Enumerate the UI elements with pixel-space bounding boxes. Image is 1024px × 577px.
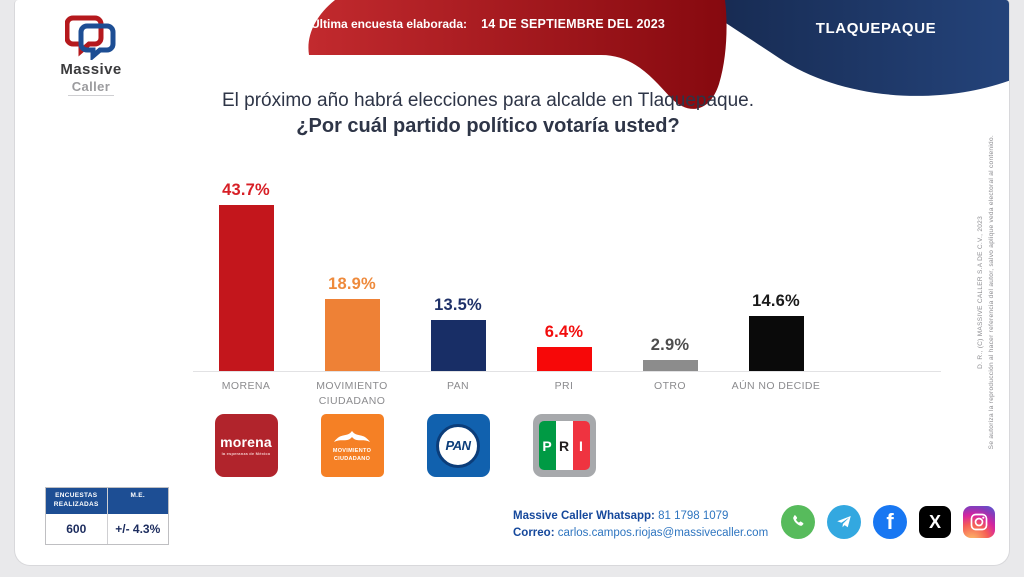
facebook-icon[interactable]: f (873, 505, 907, 539)
main-card: Última encuesta elaborada: 14 DE SEPTIEM… (14, 0, 1010, 566)
pri-letter-r: R (555, 421, 573, 470)
pan-logo-circle: PAN (436, 423, 480, 468)
last-survey-banner: Última encuesta elaborada: 14 DE SEPTIEM… (311, 17, 691, 31)
copyright-line2: Se autoriza la reproducción al hacer ref… (988, 134, 995, 450)
question-line1: El próximo año habrá elecciones para alc… (221, 90, 754, 111)
mc-logo-line2: CIUDADANO (333, 455, 371, 462)
logo-slot-morena: morena la esperanza de México (193, 414, 299, 477)
instagram-icon[interactable] (963, 506, 995, 538)
logo-slot-pan: PAN (405, 414, 511, 477)
whatsapp-label: Massive Caller Whatsapp: (513, 510, 655, 522)
bar-slot-a-n-no-decide: 14.6% (723, 175, 829, 371)
bar-pan (430, 319, 486, 371)
pri-letter-i: I (572, 421, 590, 470)
bar-morena (218, 204, 274, 371)
massive-caller-logo: Massive Caller (43, 14, 139, 97)
stats-value-margin: +/- 4.3% (106, 513, 169, 544)
category-label-pan: PAN (446, 380, 469, 392)
bar-otro (642, 359, 698, 371)
bar-slot-pri: 6.4% (511, 175, 617, 371)
bar-value-pri: 6.4% (544, 322, 584, 341)
bar-value-a-n-no-decide: 14.6% (752, 291, 800, 310)
bar-slot-pan: 13.5% (405, 175, 511, 371)
bar-movimiento-ciudadano (324, 299, 380, 371)
facebook-glyph: f (886, 509, 894, 534)
category-label-pri: PRI (554, 380, 574, 392)
chart-category-labels: MORENA MOVIMIENTO CIUDADANO PAN PRI OTRO AÚN … (193, 379, 829, 409)
social-icons-row: f X (781, 505, 995, 539)
party-logos-row: morena la esperanza de México MOVIMIENTO… (193, 414, 617, 477)
category-label-a-n-no-decide: AÚN NO DECIDE (731, 380, 821, 392)
bar-value-movimiento-ciudadano: 18.9% (328, 275, 376, 294)
bar-value-pan: 13.5% (434, 295, 482, 314)
whatsapp-icon[interactable] (781, 505, 815, 539)
pri-letter-p: P (538, 421, 556, 470)
logo-slot-pri: P R I (511, 414, 617, 477)
banner-date: 14 DE SEPTIEMBRE DEL 2023 (481, 17, 666, 31)
whatsapp-number[interactable]: 81 1798 1079 (654, 510, 729, 522)
contact-block: Massive Caller Whatsapp: 81 1798 1079 Co… (513, 508, 768, 541)
question-line2: ¿Por cuál partido político votaría usted… (296, 115, 680, 137)
pri-logo: P R I (532, 414, 596, 477)
email-label: Correo: (513, 526, 555, 539)
stats-table-header: ENCUESTAS REALIZADAS M.E. (46, 488, 168, 514)
bar-value-otro: 2.9% (650, 335, 690, 354)
bar-slot-movimiento-ciudadano: 18.9% (299, 175, 405, 371)
bar-slot-morena: 43.7% (193, 175, 299, 371)
bar-a-n-no-decide (748, 315, 804, 371)
category-label-movimiento-ciudadano: MOVIMIENTO CIUDADANO (316, 380, 388, 408)
category-label-otro: OTRO (654, 380, 686, 392)
stats-table-values: 600 +/- 4.3% (46, 513, 169, 544)
morena-logo: morena la esperanza de México (214, 414, 278, 477)
logo-text-caller: Caller (67, 80, 115, 97)
bar-value-morena: 43.7% (222, 180, 270, 199)
logo-slot-mc: MOVIMIENTO CIUDADANO (299, 414, 405, 477)
stats-value-sample: 600 (66, 521, 87, 536)
logo-text-massive: Massive (60, 61, 122, 78)
mc-logo-line1: MOVIMIENTO (332, 448, 372, 455)
category-label-morena: MORENA (221, 380, 271, 392)
banner-label: Última encuesta elaborada: (311, 17, 468, 31)
x-glyph: X (928, 511, 941, 532)
contact-whatsapp-line: Massive Caller Whatsapp: 81 1798 1079 (513, 508, 768, 525)
region-title: TLAQUEPAQUE (815, 20, 937, 37)
mc-eagle-icon (334, 431, 370, 443)
telegram-icon[interactable] (827, 505, 861, 539)
massive-caller-logo-icon (65, 15, 116, 60)
stats-header-me: M.E. (106, 488, 169, 514)
movimiento-ciudadano-logo: MOVIMIENTO CIUDADANO (320, 414, 384, 477)
bar-slot-otro: 2.9% (617, 175, 723, 371)
pan-logo: PAN (426, 414, 490, 477)
bar-pri (536, 346, 592, 371)
sample-stats-table: ENCUESTAS REALIZADAS M.E. 600 +/- 4.3% (45, 487, 169, 545)
copyright-line1: D. R., (C) MASSIVE CALLER S.A DE C.V., 2… (977, 215, 984, 369)
chart-baseline (193, 371, 941, 372)
question-title: El próximo año habrá elecciones para alc… (15, 90, 961, 138)
pri-logo-flag: P R I (538, 421, 590, 470)
x-icon[interactable]: X (919, 506, 951, 538)
email-address[interactable]: carlos.campos.riojas@massivecaller.com (554, 526, 769, 539)
contact-email-line: Correo: carlos.campos.riojas@massivecall… (513, 525, 768, 542)
morena-logo-tagline: la esperanza de México (221, 451, 271, 456)
morena-logo-word: morena (220, 434, 272, 450)
pan-logo-word: PAN (445, 438, 471, 453)
copyright-vertical-text: D. R., (C) MASSIVE CALLER S.A DE C.V., 2… (977, 92, 995, 492)
blue-region-banner (691, 0, 1009, 96)
bar-chart: 43.7% 18.9% 13.5% 6.4% 2.9% 14.6% (193, 175, 829, 371)
stats-header-encuestas: ENCUESTAS REALIZADAS (53, 492, 99, 508)
